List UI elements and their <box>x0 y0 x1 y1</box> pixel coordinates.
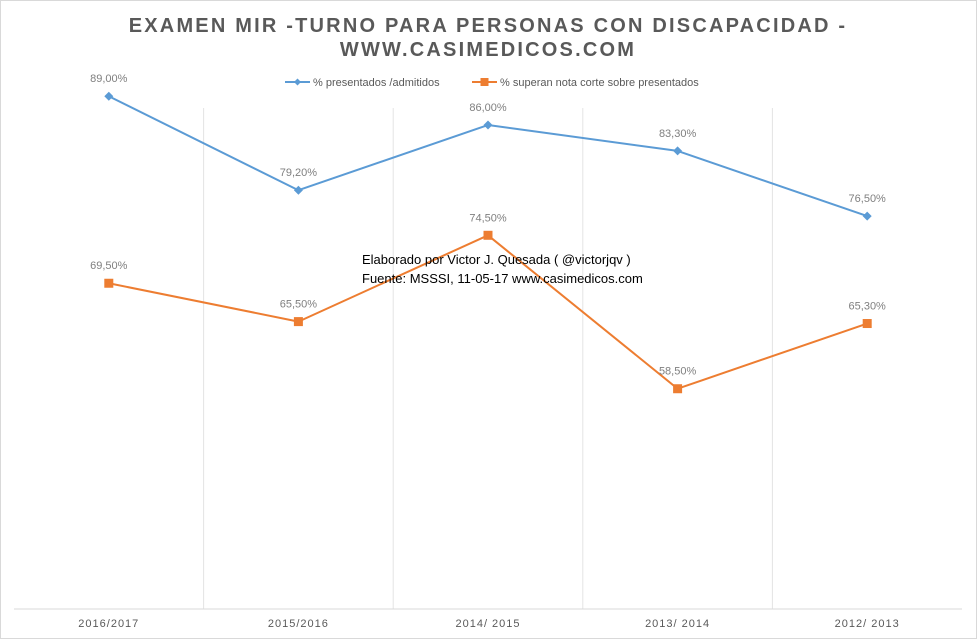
source-annotation: Elaborado por Victor J. Quesada ( @victo… <box>362 252 643 286</box>
data-point-square <box>293 317 303 327</box>
x-axis-tick-labels: 2016/2017 2015/2016 2014/ 2015 2013/ 2014 20… <box>78 618 900 630</box>
legend-marker-square-icon <box>480 78 489 86</box>
chart-title: EXAMEN MIR -TURNO PARA PERSONAS CON DISC… <box>129 15 848 37</box>
data-label: 65,30% <box>849 301 887 313</box>
data-point-diamond <box>293 185 303 195</box>
x-tick-label: 2015/2016 <box>268 618 329 630</box>
data-label: 58,50% <box>659 366 697 378</box>
gridlines <box>203 108 773 609</box>
annotation-source: Fuente: MSSSI, 11-05-17 www.casimedicos.… <box>362 271 643 286</box>
data-label: 89,00% <box>90 73 128 85</box>
x-tick-label: 2013/ 2014 <box>645 618 710 630</box>
data-label: 83,30% <box>659 128 697 140</box>
legend-item-superan: % superan nota corte sobre presentados <box>472 77 699 89</box>
legend-marker-diamond-icon <box>294 78 301 86</box>
data-point-square <box>862 319 872 329</box>
data-point-diamond <box>862 211 872 221</box>
data-label: 74,50% <box>469 212 507 224</box>
data-point-diamond <box>483 120 493 130</box>
legend-item-presentados: % presentados /admitidos <box>285 77 440 89</box>
legend-label-presentados: % presentados /admitidos <box>313 77 440 89</box>
data-label: 76,50% <box>849 193 887 205</box>
series-layer <box>104 91 872 394</box>
data-label: 79,20% <box>280 167 318 179</box>
data-point-diamond <box>673 146 683 156</box>
data-point-diamond <box>104 91 114 101</box>
x-tick-label: 2016/2017 <box>78 618 139 630</box>
annotation-author: Elaborado por Victor J. Quesada ( @victo… <box>362 252 631 267</box>
data-label: 69,50% <box>90 260 128 272</box>
data-point-square <box>104 278 114 288</box>
x-tick-label: 2012/ 2013 <box>835 618 900 630</box>
data-point-square <box>483 230 493 240</box>
data-labels-layer: 89,00% 79,20% 86,00% 83,30% 76,50% 69,50% 65,5… <box>90 73 886 377</box>
legend-label-superan: % superan nota corte sobre presentados <box>500 77 699 89</box>
data-label: 86,00% <box>469 102 507 114</box>
chart-subtitle: WWW.CASIMEDICOS.COM <box>340 39 636 61</box>
legend: % presentados /admitidos % superan nota … <box>285 77 699 89</box>
data-label: 65,50% <box>280 299 318 311</box>
data-point-square <box>673 384 683 394</box>
x-tick-label: 2014/ 2015 <box>455 618 520 630</box>
